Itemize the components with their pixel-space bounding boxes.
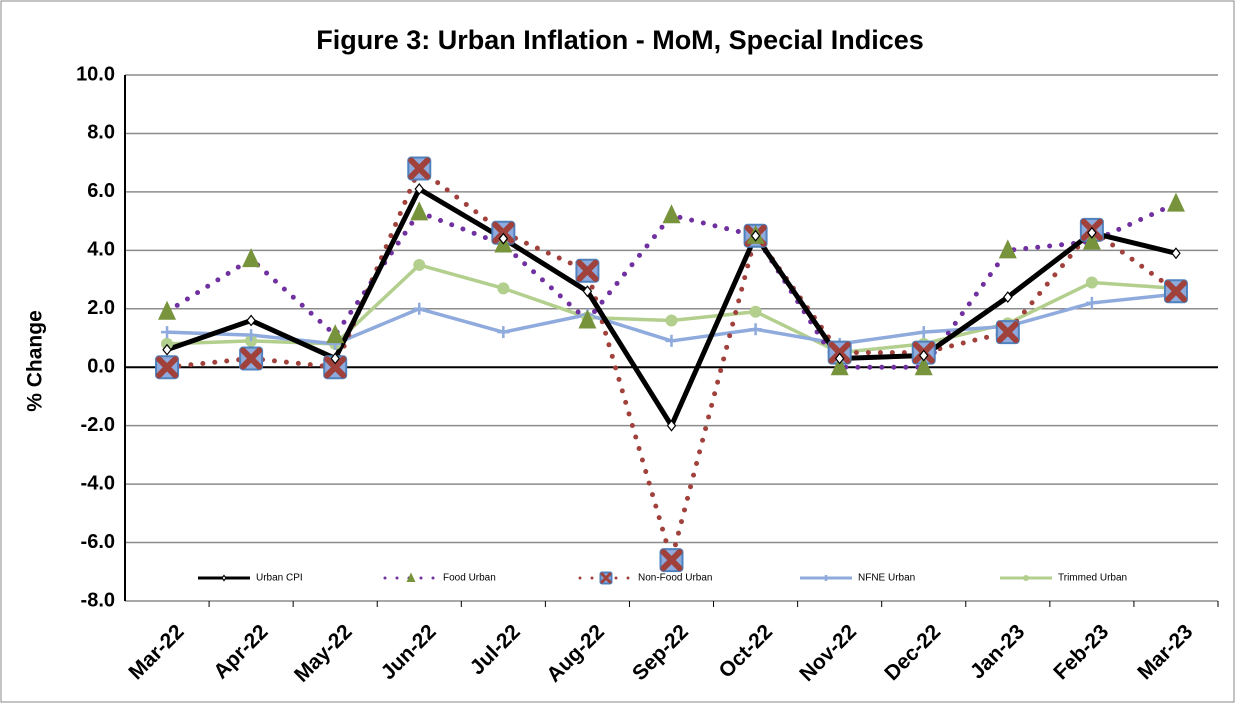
marker xyxy=(1166,192,1185,212)
y-tick-label: 2.0 xyxy=(87,297,115,319)
marker-cross xyxy=(324,356,347,379)
marker xyxy=(330,352,340,365)
y-tick-label: -8.0 xyxy=(81,589,115,611)
marker xyxy=(995,320,1020,345)
marker xyxy=(414,183,425,195)
y-axis-label: % Change xyxy=(24,310,47,412)
legend-label: NFNE Urban xyxy=(858,573,915,584)
marker xyxy=(665,314,678,327)
marker-cross xyxy=(1164,280,1187,303)
marker xyxy=(1023,575,1029,581)
marker xyxy=(239,346,264,371)
marker xyxy=(1003,291,1013,304)
marker xyxy=(749,323,762,336)
marker xyxy=(406,572,416,582)
marker xyxy=(665,334,678,347)
marker xyxy=(158,300,177,320)
marker xyxy=(413,258,426,271)
marker xyxy=(823,575,829,581)
legend-label: Trimmed Urban xyxy=(1058,573,1127,584)
marker xyxy=(666,419,677,432)
marker xyxy=(578,309,597,329)
marker xyxy=(662,204,681,224)
y-tick-label: 6.0 xyxy=(87,180,115,202)
legend-label: Non-Food Urban xyxy=(638,573,712,584)
legend-entry: Trimmed Urban xyxy=(1000,573,1127,584)
marker xyxy=(582,285,593,298)
marker xyxy=(246,314,256,327)
marker xyxy=(498,232,509,245)
marker xyxy=(1085,296,1098,309)
legend-entry: Urban CPI xyxy=(198,573,303,584)
marker xyxy=(834,352,845,365)
marker-cross xyxy=(576,259,599,282)
legend-label: Food Urban xyxy=(443,573,496,584)
legend-entry: NFNE Urban xyxy=(800,573,915,584)
chart-title: Figure 3: Urban Inflation - MoM, Special… xyxy=(316,25,924,55)
y-tick-label: 4.0 xyxy=(87,239,115,261)
marker xyxy=(1082,230,1101,250)
marker xyxy=(1163,279,1188,304)
marker xyxy=(326,324,345,344)
marker xyxy=(221,574,227,582)
marker xyxy=(242,248,261,268)
marker xyxy=(998,239,1017,259)
y-tick-label: 0.0 xyxy=(87,356,115,378)
legend-entry: Food Urban xyxy=(383,572,496,584)
marker xyxy=(407,156,432,181)
marker xyxy=(413,302,426,315)
marker-cross xyxy=(600,572,612,584)
marker xyxy=(659,548,684,573)
marker xyxy=(497,326,510,339)
marker xyxy=(1085,276,1098,289)
marker xyxy=(162,343,172,356)
marker xyxy=(917,326,930,339)
marker xyxy=(497,282,510,295)
y-tick-label: -4.0 xyxy=(81,472,115,494)
marker xyxy=(1171,247,1181,260)
marker xyxy=(1087,226,1097,239)
marker xyxy=(830,356,849,376)
marker xyxy=(155,355,180,380)
marker xyxy=(599,571,613,585)
marker xyxy=(245,329,258,342)
legend-label: Urban CPI xyxy=(256,573,303,584)
marker xyxy=(575,258,600,283)
marker-cross xyxy=(240,347,263,370)
y-tick-label: 10.0 xyxy=(76,63,115,85)
y-tick-label: -6.0 xyxy=(81,531,115,553)
marker-cross xyxy=(408,157,431,180)
y-tick-label: -2.0 xyxy=(81,414,115,436)
marker xyxy=(749,305,762,318)
marker-cross xyxy=(996,321,1019,344)
marker xyxy=(918,349,929,362)
legend-entry: Non-Food Urban xyxy=(578,571,712,585)
y-tick-label: 8.0 xyxy=(87,122,115,144)
marker-cross xyxy=(660,549,683,572)
marker-cross xyxy=(156,356,179,379)
marker xyxy=(914,356,933,376)
marker xyxy=(161,326,174,339)
marker xyxy=(750,229,761,242)
marker xyxy=(410,201,429,221)
